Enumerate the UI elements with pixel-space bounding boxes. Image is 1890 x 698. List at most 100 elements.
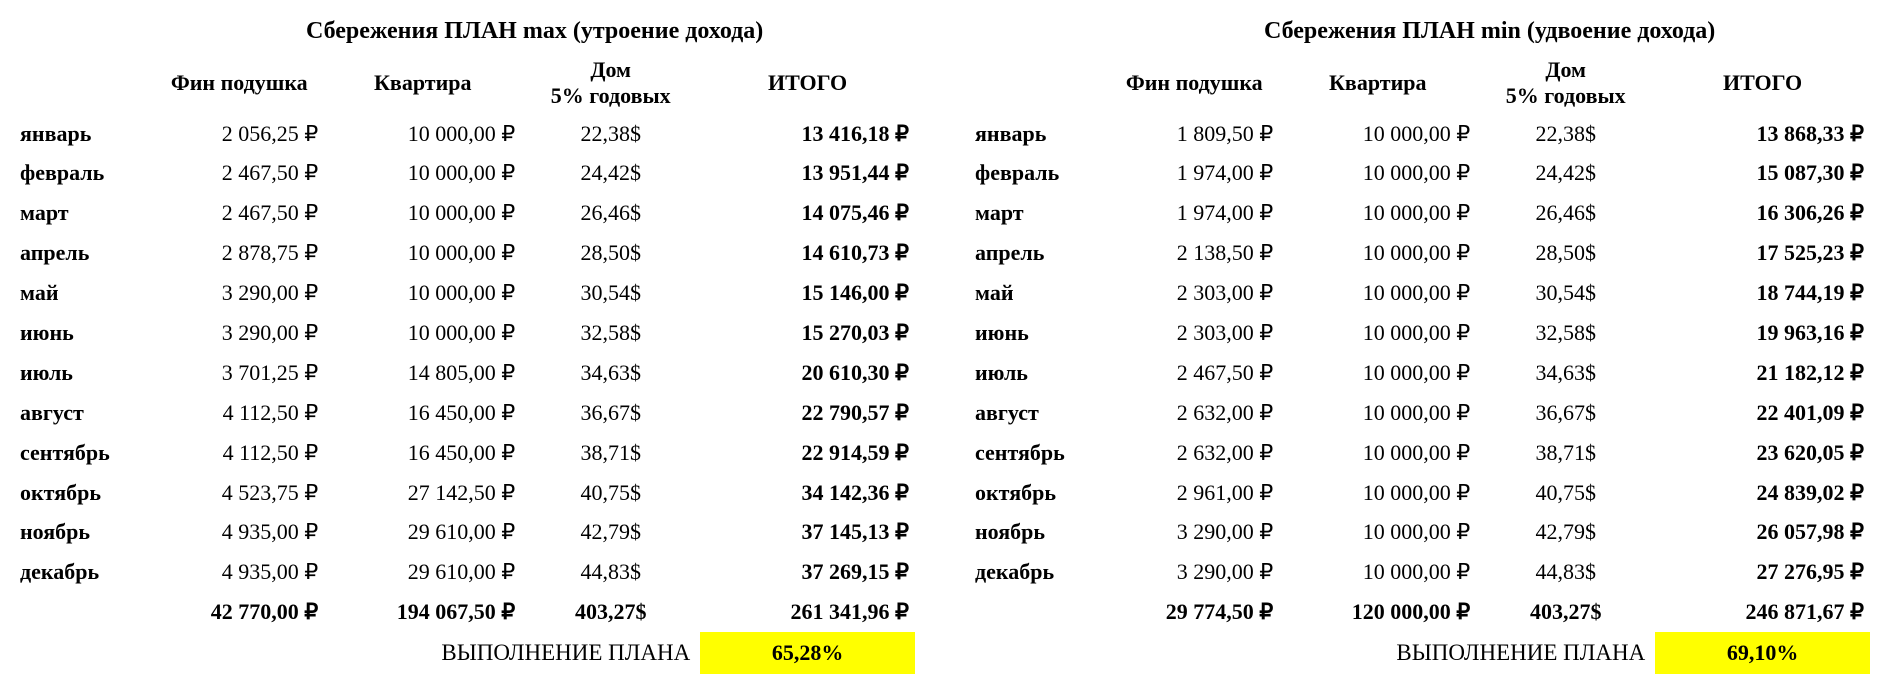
table-row: апрель2 878,75 ₽10 000,00 ₽28,50$14 610,… [20, 233, 915, 273]
kv-cell: 10 000,00 ₽ [324, 193, 521, 233]
exec-pct: 65,28% [700, 632, 915, 673]
table-row: март1 974,00 ₽10 000,00 ₽26,46$16 306,26… [975, 193, 1870, 233]
kv-cell: 29 610,00 ₽ [324, 552, 521, 592]
dom-cell: 22,38$ [521, 114, 700, 154]
table-row: февраль2 467,50 ₽10 000,00 ₽24,42$13 951… [20, 153, 915, 193]
table-row: январь2 056,25 ₽10 000,00 ₽22,38$13 416,… [20, 114, 915, 154]
table-row: июль2 467,50 ₽10 000,00 ₽34,63$21 182,12… [975, 353, 1870, 393]
fin-cell: 3 701,25 ₽ [154, 353, 324, 393]
tot-cell: 13 868,33 ₽ [1655, 114, 1870, 154]
total-tot: 246 871,67 ₽ [1655, 592, 1870, 632]
total-fin: 42 770,00 ₽ [154, 592, 324, 632]
kv-cell: 10 000,00 ₽ [324, 233, 521, 273]
tot-cell: 15 146,00 ₽ [700, 273, 915, 313]
dom-cell: 28,50$ [1476, 233, 1655, 273]
tot-cell: 15 270,03 ₽ [700, 313, 915, 353]
table-row: апрель2 138,50 ₽10 000,00 ₽28,50$17 525,… [975, 233, 1870, 273]
kv-cell: 29 610,00 ₽ [324, 512, 521, 552]
tot-cell: 22 790,57 ₽ [700, 393, 915, 433]
dom-cell: 32,58$ [1476, 313, 1655, 353]
fin-cell: 1 974,00 ₽ [1109, 193, 1279, 233]
col-dom-header: Дом5% годовых [521, 53, 700, 114]
exec-row: ВЫПОЛНЕНИЕ ПЛАНА 69,10% [975, 632, 1870, 673]
dom-cell: 22,38$ [1476, 114, 1655, 154]
col-kv-header: Квартира [1279, 53, 1476, 114]
totals-row: 29 774,50 ₽ 120 000,00 ₽ 403,27$ 246 871… [975, 592, 1870, 632]
col-tot-header: ИТОГО [700, 53, 915, 114]
dom-cell: 28,50$ [521, 233, 700, 273]
fin-cell: 3 290,00 ₽ [1109, 552, 1279, 592]
kv-cell: 10 000,00 ₽ [1279, 473, 1476, 513]
tot-cell: 16 306,26 ₽ [1655, 193, 1870, 233]
tot-cell: 20 610,30 ₽ [700, 353, 915, 393]
month-cell: апрель [975, 233, 1109, 273]
dom-cell: 44,83$ [1476, 552, 1655, 592]
month-cell: декабрь [20, 552, 154, 592]
table-row: декабрь3 290,00 ₽10 000,00 ₽44,83$27 276… [975, 552, 1870, 592]
tot-cell: 13 951,44 ₽ [700, 153, 915, 193]
fin-cell: 1 809,50 ₽ [1109, 114, 1279, 154]
fin-cell: 2 303,00 ₽ [1109, 273, 1279, 313]
tot-cell: 26 057,98 ₽ [1655, 512, 1870, 552]
col-tot-header: ИТОГО [1655, 53, 1870, 114]
month-cell: август [975, 393, 1109, 433]
dom-cell: 30,54$ [521, 273, 700, 313]
tot-cell: 34 142,36 ₽ [700, 473, 915, 513]
title-row: Сбережения ПЛАН min (удвоение дохода) [975, 10, 1870, 53]
table-row: март2 467,50 ₽10 000,00 ₽26,46$14 075,46… [20, 193, 915, 233]
month-cell: февраль [975, 153, 1109, 193]
table-row: август2 632,00 ₽10 000,00 ₽36,67$22 401,… [975, 393, 1870, 433]
month-cell: май [975, 273, 1109, 313]
total-tot: 261 341,96 ₽ [700, 592, 915, 632]
table-row: июнь3 290,00 ₽10 000,00 ₽32,58$15 270,03… [20, 313, 915, 353]
fin-cell: 2 632,00 ₽ [1109, 433, 1279, 473]
tot-cell: 15 087,30 ₽ [1655, 153, 1870, 193]
col-fin-header: Фин подушка [1109, 53, 1279, 114]
table-row: май3 290,00 ₽10 000,00 ₽30,54$15 146,00 … [20, 273, 915, 313]
kv-cell: 27 142,50 ₽ [324, 473, 521, 513]
dom-cell: 44,83$ [521, 552, 700, 592]
fin-cell: 4 935,00 ₽ [154, 512, 324, 552]
header-row: Фин подушка Квартира Дом5% годовых ИТОГО [20, 53, 915, 114]
table-row: октябрь4 523,75 ₽27 142,50 ₽40,75$34 142… [20, 473, 915, 513]
month-cell: июль [20, 353, 154, 393]
kv-cell: 14 805,00 ₽ [324, 353, 521, 393]
kv-cell: 16 450,00 ₽ [324, 393, 521, 433]
fin-cell: 3 290,00 ₽ [1109, 512, 1279, 552]
kv-cell: 16 450,00 ₽ [324, 433, 521, 473]
kv-cell: 10 000,00 ₽ [324, 153, 521, 193]
month-cell: декабрь [975, 552, 1109, 592]
fin-cell: 3 290,00 ₽ [154, 273, 324, 313]
tot-cell: 23 620,05 ₽ [1655, 433, 1870, 473]
kv-cell: 10 000,00 ₽ [324, 114, 521, 154]
col-fin-header: Фин подушка [154, 53, 324, 114]
dom-cell: 40,75$ [521, 473, 700, 513]
month-cell: июнь [20, 313, 154, 353]
col-kv-header: Квартира [324, 53, 521, 114]
exec-label: ВЫПОЛНЕНИЕ ПЛАНА [154, 632, 700, 673]
month-cell: апрель [20, 233, 154, 273]
tot-cell: 21 182,12 ₽ [1655, 353, 1870, 393]
plan-max: Сбережения ПЛАН max (утроение дохода) Фи… [20, 10, 915, 674]
fin-cell: 3 290,00 ₽ [154, 313, 324, 353]
month-cell: июль [975, 353, 1109, 393]
table-row: август4 112,50 ₽16 450,00 ₽36,67$22 790,… [20, 393, 915, 433]
kv-cell: 10 000,00 ₽ [1279, 353, 1476, 393]
tot-cell: 19 963,16 ₽ [1655, 313, 1870, 353]
month-cell: ноябрь [975, 512, 1109, 552]
kv-cell: 10 000,00 ₽ [324, 273, 521, 313]
exec-pct: 69,10% [1655, 632, 1870, 673]
dom-cell: 34,63$ [521, 353, 700, 393]
fin-cell: 4 523,75 ₽ [154, 473, 324, 513]
dom-cell: 36,67$ [521, 393, 700, 433]
total-dom: 403,27$ [1476, 592, 1655, 632]
plan-min: Сбережения ПЛАН min (удвоение дохода) Фи… [975, 10, 1870, 674]
tot-cell: 24 839,02 ₽ [1655, 473, 1870, 513]
dom-cell: 42,79$ [1476, 512, 1655, 552]
fin-cell: 2 961,00 ₽ [1109, 473, 1279, 513]
fin-cell: 2 632,00 ₽ [1109, 393, 1279, 433]
fin-cell: 2 467,50 ₽ [154, 153, 324, 193]
table-row: ноябрь3 290,00 ₽10 000,00 ₽42,79$26 057,… [975, 512, 1870, 552]
total-fin: 29 774,50 ₽ [1109, 592, 1279, 632]
month-cell: август [20, 393, 154, 433]
